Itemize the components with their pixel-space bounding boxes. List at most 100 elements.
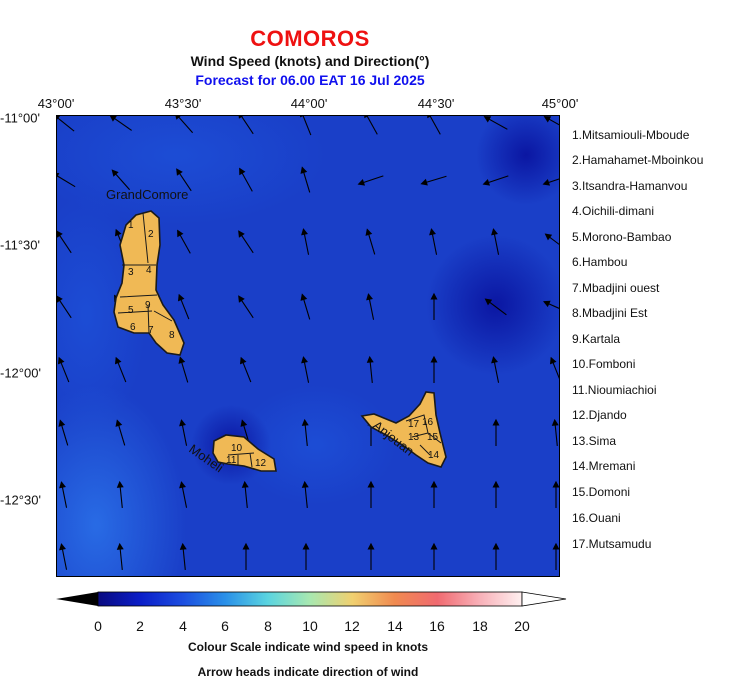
region-number: 5: [128, 305, 134, 316]
wind-arrow-head: [366, 293, 373, 301]
latitude-label: -12°30': [0, 492, 41, 508]
region-number: 9: [145, 300, 151, 311]
wind-arrow-head: [57, 356, 65, 365]
colorbar-tick: 14: [387, 618, 403, 634]
wind-arrow-head: [239, 167, 246, 176]
wind-arrow-head: [544, 233, 553, 241]
wind-arrow-head: [56, 295, 63, 303]
colorbar-tick: 4: [179, 618, 187, 634]
region-number: 2: [148, 229, 154, 240]
region-legend-item: 5.Morono-Bambao: [572, 230, 672, 244]
wind-arrow-head: [543, 116, 552, 123]
latitude-label: -11°00': [0, 110, 40, 126]
wind-arrow-head: [179, 481, 186, 489]
wind-arrows: [56, 115, 560, 570]
colorbar-tick: 8: [264, 618, 272, 634]
wind-arrow-head: [430, 292, 438, 300]
wind-arrow-head: [492, 418, 500, 426]
wind-arrow-head: [551, 418, 559, 426]
latitude-label: -11°30': [0, 237, 40, 253]
grande-comore-island: [113, 210, 185, 356]
colorbar-caption: Colour Scale indicate wind speed in knot…: [187, 640, 429, 654]
wind-arrow-head: [301, 418, 309, 426]
map-title: COMOROS: [250, 26, 370, 51]
latitude-label: -12°00': [0, 365, 41, 381]
wind-arrow-head: [111, 169, 119, 177]
colorbar-tick: 18: [472, 618, 488, 634]
wind-arrow-head: [240, 419, 248, 427]
region-legend-item: 14.Mremani: [572, 459, 636, 473]
forecast-time: Forecast for 06.00 EAT 16 Jul 2025: [195, 72, 425, 88]
wind-arrow-head: [552, 542, 560, 550]
wind-arrow-head: [302, 542, 310, 550]
region-number: 8: [169, 330, 175, 341]
region-legend-item: 10.Fomboni: [572, 357, 636, 371]
region-legend-item: 2.Hamahamet-Mboinkou: [572, 153, 704, 167]
island-label-grande-comore: GrandComore: [106, 187, 188, 202]
wind-arrow-head: [238, 230, 245, 238]
wind-arrow-head: [552, 480, 560, 488]
wind-arrow-head: [300, 166, 308, 174]
region-legend-item: 11.Nioumiachioi: [572, 383, 657, 397]
region-number: 17: [408, 419, 420, 430]
wind-arrow-head: [179, 542, 187, 550]
wind-arrow-shaft: [302, 115, 312, 136]
region-number: 4: [146, 265, 152, 276]
wind-arrow-head: [429, 228, 436, 236]
wind-arrow-head: [492, 480, 500, 488]
longitude-label: 43°30': [164, 96, 202, 111]
longitude-label: 43°00': [37, 96, 75, 111]
map-frame: [56, 115, 560, 577]
region-number: 11: [226, 455, 237, 466]
wind-arrow-head: [430, 480, 438, 488]
wind-arrow-head: [542, 179, 551, 186]
region-legend-item: 12.Djando: [572, 408, 627, 422]
wind-arrow-head: [114, 228, 122, 237]
wind-arrow-head: [491, 228, 498, 236]
wind-arrow-head: [301, 480, 309, 488]
wind-map: 1 2 3 4 5 6 7 8 9 10 11 12 13 14 15 16 1…: [56, 115, 560, 577]
colorbar-high-arrow: [521, 591, 567, 607]
colorbar-tick: 10: [302, 618, 318, 634]
wind-arrow-head: [301, 356, 308, 364]
map-subtitle: Wind Speed (knots) and Direction(°): [190, 53, 430, 69]
region-legend-item: 16.Ouani: [572, 511, 621, 525]
region-legend-item: 6.Hambou: [572, 255, 628, 269]
region-legend-item: 7.Mbadjini ouest: [572, 281, 660, 295]
region-number: 3: [128, 267, 134, 278]
wind-arrow-head: [58, 419, 66, 427]
wind-arrow-head: [177, 293, 185, 302]
moheli-island: [212, 434, 277, 472]
wind-speed-colorbar: [56, 591, 567, 607]
wind-arrow-head: [239, 356, 247, 365]
wind-arrow-head: [241, 480, 249, 488]
wind-arrow-head: [59, 543, 66, 551]
wind-arrow-head: [114, 356, 122, 365]
region-number: 7: [148, 325, 154, 336]
wind-arrow-head: [491, 356, 498, 364]
region-number: 16: [422, 417, 434, 428]
wind-arrow-head: [178, 356, 186, 364]
wind-arrow-head: [116, 480, 124, 488]
wind-arrow-head: [430, 355, 438, 363]
region-legend-item: 15.Domoni: [572, 485, 631, 499]
region-number: 15: [427, 432, 439, 443]
arrow-caption: Arrow heads indicate direction of wind: [197, 665, 419, 679]
wind-arrow-head: [549, 356, 557, 365]
region-legend-item: 4.Oichili-dimani: [572, 204, 655, 218]
wind-arrow-head: [300, 293, 308, 301]
colorbar-tick: 2: [136, 618, 144, 634]
wind-arrow-head: [367, 542, 375, 550]
region-number: 6: [130, 322, 136, 333]
wind-arrow-head: [56, 230, 63, 238]
wind-arrow-head: [430, 542, 438, 550]
wind-arrow-head: [484, 298, 493, 306]
region-number: 14: [428, 450, 440, 461]
wind-arrow-head: [420, 178, 428, 186]
wind-arrow-head: [483, 116, 492, 123]
longitude-label: 44°30': [417, 96, 455, 111]
region-number: 12: [255, 458, 267, 469]
wind-arrow-head: [543, 300, 551, 308]
wind-arrow-head: [367, 480, 375, 488]
region-legend-item: 9.Kartala: [572, 332, 621, 346]
